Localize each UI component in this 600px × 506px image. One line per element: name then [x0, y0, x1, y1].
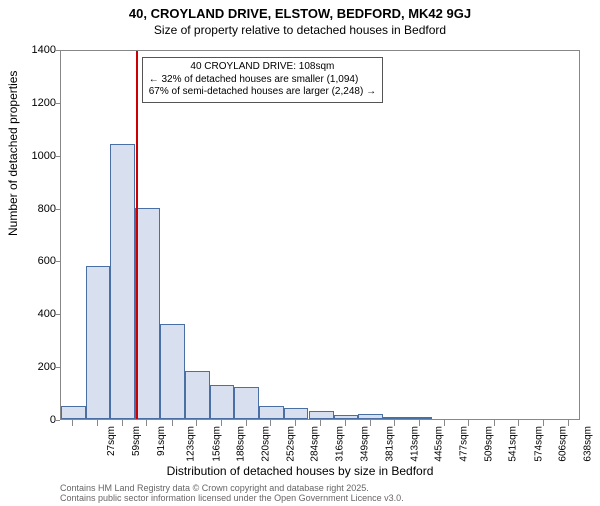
xtick-label: 541sqm — [508, 426, 519, 462]
xtick-mark — [122, 420, 123, 426]
xtick-label: 123sqm — [186, 426, 197, 462]
histogram-bar — [334, 415, 359, 419]
histogram-bar — [86, 266, 111, 419]
ytick-mark — [54, 103, 60, 104]
xtick-label: 349sqm — [360, 426, 371, 462]
xtick-label: 509sqm — [483, 426, 494, 462]
histogram-bar — [408, 417, 433, 419]
histogram-bar — [61, 406, 86, 419]
ytick-mark — [54, 367, 60, 368]
histogram-bar — [284, 408, 309, 419]
xtick-label: 477sqm — [459, 426, 470, 462]
histogram-bar — [135, 208, 160, 419]
footer-line2: Contains public sector information licen… — [60, 494, 404, 504]
histogram-bar — [185, 371, 210, 419]
ytick-mark — [54, 209, 60, 210]
xtick-mark — [468, 420, 469, 426]
ytick-mark — [54, 50, 60, 51]
ytick-label: 400 — [16, 308, 56, 320]
xtick-mark — [320, 420, 321, 426]
xtick-label: 252sqm — [285, 426, 296, 462]
annotation-line2: ← 32% of detached houses are smaller (1,… — [149, 74, 376, 87]
ytick-label: 1400 — [16, 44, 56, 56]
property-marker-line — [136, 51, 138, 419]
histogram-bar — [259, 406, 284, 419]
xtick-mark — [246, 420, 247, 426]
xtick-label: 638sqm — [583, 426, 594, 462]
ytick-mark — [54, 156, 60, 157]
xtick-mark — [270, 420, 271, 426]
xtick-mark — [394, 420, 395, 426]
xtick-label: 27sqm — [106, 426, 117, 456]
xtick-mark — [518, 420, 519, 426]
xtick-label: 188sqm — [236, 426, 247, 462]
chart-title: 40, CROYLAND DRIVE, ELSTOW, BEDFORD, MK4… — [0, 6, 600, 21]
x-axis-label: Distribution of detached houses by size … — [0, 464, 600, 478]
ytick-mark — [54, 314, 60, 315]
ytick-label: 0 — [16, 414, 56, 426]
xtick-label: 413sqm — [409, 426, 420, 462]
histogram-bar — [110, 144, 135, 419]
xtick-mark — [97, 420, 98, 426]
xtick-mark — [196, 420, 197, 426]
ytick-label: 200 — [16, 361, 56, 373]
xtick-label: 606sqm — [558, 426, 569, 462]
histogram-bar — [358, 414, 383, 419]
xtick-mark — [221, 420, 222, 426]
xtick-label: 316sqm — [335, 426, 346, 462]
ytick-label: 600 — [16, 255, 56, 267]
xtick-mark — [370, 420, 371, 426]
xtick-label: 220sqm — [261, 426, 272, 462]
histogram-bar — [210, 385, 235, 419]
xtick-mark — [172, 420, 173, 426]
ytick-mark — [54, 420, 60, 421]
xtick-label: 284sqm — [310, 426, 321, 462]
xtick-label: 156sqm — [211, 426, 222, 462]
xtick-mark — [494, 420, 495, 426]
ytick-label: 800 — [16, 203, 56, 215]
histogram-plot: 40 CROYLAND DRIVE: 108sqm← 32% of detach… — [60, 50, 580, 420]
histogram-bar — [234, 387, 259, 419]
annotation-line1: 40 CROYLAND DRIVE: 108sqm — [149, 61, 376, 74]
xtick-mark — [543, 420, 544, 426]
chart-subtitle: Size of property relative to detached ho… — [0, 23, 600, 37]
footer-attribution: Contains HM Land Registry data © Crown c… — [60, 484, 404, 504]
ytick-label: 1000 — [16, 150, 56, 162]
xtick-label: 59sqm — [131, 426, 142, 456]
xtick-mark — [146, 420, 147, 426]
xtick-mark — [72, 420, 73, 426]
ytick-label: 1200 — [16, 97, 56, 109]
annotation-box: 40 CROYLAND DRIVE: 108sqm← 32% of detach… — [142, 57, 383, 103]
histogram-bar — [309, 411, 334, 419]
histogram-bar — [383, 417, 408, 419]
xtick-mark — [345, 420, 346, 426]
xtick-label: 91sqm — [156, 426, 167, 456]
xtick-mark — [419, 420, 420, 426]
xtick-label: 574sqm — [533, 426, 544, 462]
xtick-mark — [568, 420, 569, 426]
xtick-mark — [444, 420, 445, 426]
xtick-label: 381sqm — [385, 426, 396, 462]
ytick-mark — [54, 261, 60, 262]
annotation-line3: 67% of semi-detached houses are larger (… — [149, 86, 376, 99]
histogram-bar — [160, 324, 185, 419]
xtick-mark — [295, 420, 296, 426]
xtick-label: 445sqm — [434, 426, 445, 462]
